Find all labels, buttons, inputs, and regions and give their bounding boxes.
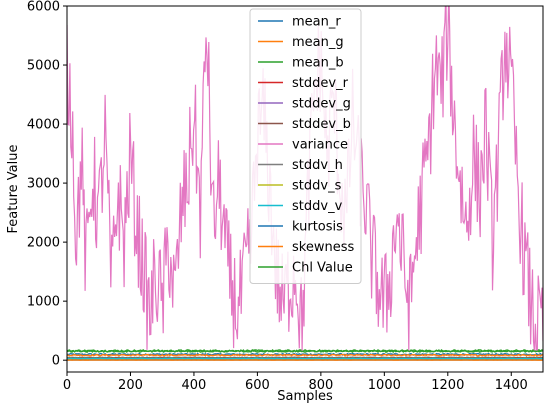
legend-label: Chl Value: [292, 261, 353, 276]
x-axis-label: Samples: [277, 389, 333, 404]
legend-label: stddev_r: [292, 76, 349, 91]
x-tick-label: 600: [245, 378, 270, 393]
legend-label: mean_b: [292, 56, 344, 71]
x-tick-label: 0: [63, 378, 71, 393]
y-tick-label: 1000: [27, 295, 60, 310]
legend-label: skewness: [292, 240, 354, 255]
x-tick-label: 800: [308, 378, 333, 393]
series-lines: [67, 6, 543, 361]
axes: [66, 5, 544, 373]
x-tick-label: 1200: [431, 378, 464, 393]
y-axis-ticks: 0 1000 2000 3000 4000 5000 6000: [27, 0, 67, 369]
y-tick-label: 5000: [27, 59, 60, 74]
legend-label: variance: [292, 138, 348, 153]
y-tick-label: 6000: [27, 0, 60, 15]
x-axis-ticks: 0 200 400 600 800 1000 1200 1400: [63, 372, 528, 393]
legend-box: [249, 8, 362, 284]
series-line-mean_g: [67, 353, 543, 357]
plot-frame: [66, 5, 544, 373]
y-tick-label: 2000: [27, 236, 60, 251]
series-line-stddv_v: [67, 357, 543, 360]
y-axis-label: Feature Value: [6, 145, 21, 234]
y-tick-label: 0: [52, 354, 60, 369]
legend: mean_r mean_g mean_b stddev_r stddev_gstddev…: [249, 8, 362, 284]
x-tick-label: 1000: [368, 378, 401, 393]
legend-label: stddv_v: [292, 199, 343, 214]
legend-label: stddev_g: [292, 97, 351, 112]
legend-label: mean_r: [292, 15, 341, 30]
y-tick-label: 3000: [27, 177, 60, 192]
legend-label: stddv_s: [292, 179, 342, 194]
series-line-chl-value: [67, 349, 543, 354]
legend-label: kurtosis: [292, 220, 343, 235]
series-line-stddev_b: [67, 356, 543, 359]
x-tick-label: 400: [182, 378, 207, 393]
y-tick-label: 4000: [27, 118, 60, 133]
x-tick-label: 1400: [495, 378, 528, 393]
x-tick-label: 200: [118, 378, 143, 393]
legend-label: mean_g: [292, 35, 344, 50]
legend-label: stddev_b: [292, 117, 351, 132]
legend-label: stddv_h: [292, 158, 343, 173]
